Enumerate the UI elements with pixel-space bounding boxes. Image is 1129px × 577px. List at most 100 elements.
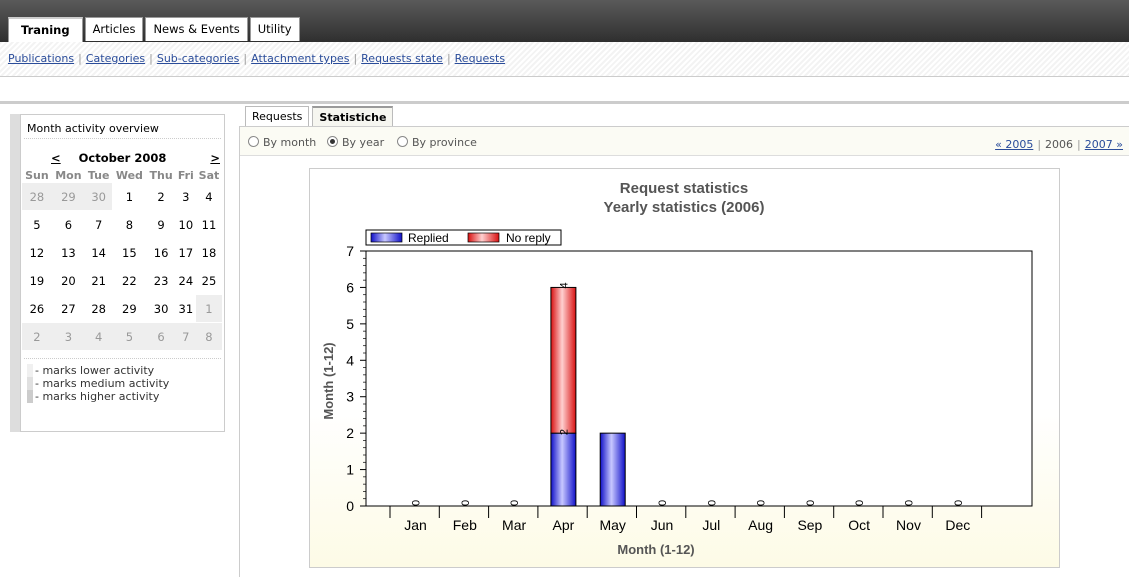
chart-legend: Replied No reply [365, 229, 562, 246]
chart-container: Request statistics Yearly statistics (20… [309, 168, 1060, 568]
x-tick-label: Oct [848, 517, 870, 533]
calendar-day[interactable]: 25 [195, 266, 222, 295]
y-tick-label: 6 [346, 279, 354, 295]
calendar-day[interactable]: 17 [175, 238, 196, 267]
legend-text-medium: - marks medium activity [35, 377, 170, 390]
calendar-day[interactable]: 7 [85, 210, 113, 239]
nav-link-attachment-types[interactable]: Attachment types [251, 52, 350, 65]
calendar-day[interactable]: 28 [85, 294, 113, 323]
calendar-day[interactable]: 22 [112, 266, 147, 295]
legend-swatch-high [27, 390, 33, 403]
weekday-header: Sat [198, 168, 220, 182]
calendar-day[interactable]: 11 [195, 210, 222, 239]
activity-legend: - marks lower activity - marks medium ac… [27, 364, 169, 403]
legend-row: - marks lower activity [27, 364, 169, 377]
tab-utility[interactable]: Utility [249, 17, 300, 41]
calendar-day-other-month[interactable]: 6 [146, 322, 176, 351]
toolbar-band [0, 77, 1129, 104]
year-separator: | [1077, 138, 1081, 151]
calendar-prev-button[interactable]: < [51, 151, 61, 165]
calendar-day[interactable]: 18 [195, 238, 222, 267]
calendar-day[interactable]: 12 [22, 238, 52, 267]
calendar-day-other-month[interactable]: 28 [22, 183, 52, 211]
nav-link-sub-categories[interactable]: Sub-categories [156, 52, 240, 65]
weekday-header: Wed [115, 168, 143, 182]
calendar-day-other-month[interactable]: 1 [195, 294, 222, 323]
calendar-day-other-month[interactable]: 7 [175, 322, 196, 351]
divider [24, 358, 221, 359]
weekday-header: Tue [87, 168, 110, 182]
calendar-day[interactable]: 23 [146, 266, 176, 295]
nav-link-categories[interactable]: Categories [85, 52, 146, 65]
calendar-day[interactable]: 20 [51, 266, 86, 295]
calendar-day[interactable]: 5 [22, 210, 52, 239]
legend-row: - marks medium activity [27, 377, 169, 390]
radio-label: By year [342, 136, 385, 149]
calendar-day[interactable]: 15 [112, 238, 147, 267]
calendar-day-other-month[interactable]: 4 [85, 322, 113, 351]
prev-year-link[interactable]: « 2005 [995, 138, 1034, 151]
legend-box [365, 229, 562, 246]
x-tick-label: Nov [896, 517, 921, 533]
calendar-day[interactable]: 29 [112, 294, 147, 323]
tab-statistiche[interactable]: Statistiche [312, 106, 394, 128]
tab-requests[interactable]: Requests [245, 106, 310, 127]
calendar-title: Month activity overview [27, 122, 159, 135]
calendar-day[interactable]: 21 [85, 266, 113, 295]
calendar-day[interactable]: 26 [22, 294, 52, 323]
calendar-day[interactable]: 27 [51, 294, 86, 323]
legend-swatch-replied [370, 232, 403, 243]
nav-link-publications[interactable]: Publications [8, 52, 75, 65]
calendar-day[interactable]: 13 [51, 238, 86, 267]
calendar-day[interactable]: 8 [112, 210, 147, 239]
calendar-day[interactable]: 31 [175, 294, 196, 323]
calendar-next-button[interactable]: > [210, 151, 220, 165]
calendar-day[interactable]: 10 [175, 210, 196, 239]
radio-label: By province [412, 136, 477, 149]
legend-label-replied: Replied [408, 231, 449, 245]
radio-by-province[interactable]: By province [397, 136, 477, 149]
radio-checked-icon [327, 136, 338, 147]
nav-separator: | [149, 52, 153, 65]
bar-value-label: 0 [460, 500, 472, 506]
y-tick-label: 2 [346, 425, 354, 441]
bar-value-label: 0 [854, 500, 866, 506]
calendar-day-other-month[interactable]: 3 [51, 322, 86, 351]
year-separator: | [1037, 138, 1042, 151]
radio-by-month[interactable]: By month [248, 136, 316, 149]
calendar-day[interactable]: 1 [112, 183, 147, 211]
calendar-day[interactable]: 30 [146, 294, 176, 323]
chart-subtitle: Yearly statistics (2006) [604, 199, 765, 216]
chart-title: Request statistics [620, 180, 748, 197]
calendar-day[interactable]: 19 [22, 266, 52, 295]
radio-by-year[interactable]: By year [327, 136, 384, 149]
calendar-day-other-month[interactable]: 29 [51, 183, 86, 211]
calendar-day[interactable]: 6 [51, 210, 86, 239]
next-year-link[interactable]: 2007 » [1084, 138, 1123, 151]
bar-chart: Request statistics Yearly statistics (20… [321, 180, 1033, 557]
calendar-week: 26 27 28 29 30 31 1 [22, 294, 222, 323]
nav-link-requests[interactable]: Requests [454, 52, 506, 65]
current-year: 2006 [1045, 138, 1074, 151]
calendar-day-other-month[interactable]: 5 [112, 322, 147, 351]
calendar-day-other-month[interactable]: 8 [195, 322, 222, 351]
tab-articles[interactable]: Articles [84, 17, 144, 41]
calendar-day[interactable]: 24 [175, 266, 196, 295]
calendar-day[interactable]: 3 [175, 183, 196, 211]
top-bar: Traning Articles News & Events Utility [0, 0, 1129, 43]
calendar-day-other-month[interactable]: 2 [22, 322, 52, 351]
x-tick-label: May [599, 517, 625, 533]
y-tick-label: 3 [346, 389, 354, 405]
nav-separator: | [353, 52, 358, 65]
calendar-day[interactable]: 2 [146, 183, 176, 211]
calendar-day[interactable]: 16 [146, 238, 176, 267]
sub-navigation: Publications | Categories | Sub-categories | A… [0, 42, 1129, 77]
calendar-day[interactable]: 14 [85, 238, 113, 267]
weekday-header: Fri [177, 168, 194, 182]
calendar-day-other-month[interactable]: 30 [85, 183, 113, 211]
calendar-day[interactable]: 4 [195, 183, 222, 211]
tab-news-events[interactable]: News & Events [145, 17, 248, 41]
calendar-day[interactable]: 9 [146, 210, 176, 239]
nav-link-requests-state[interactable]: Requests state [361, 52, 443, 65]
tab-traning[interactable]: Traning [8, 17, 83, 43]
